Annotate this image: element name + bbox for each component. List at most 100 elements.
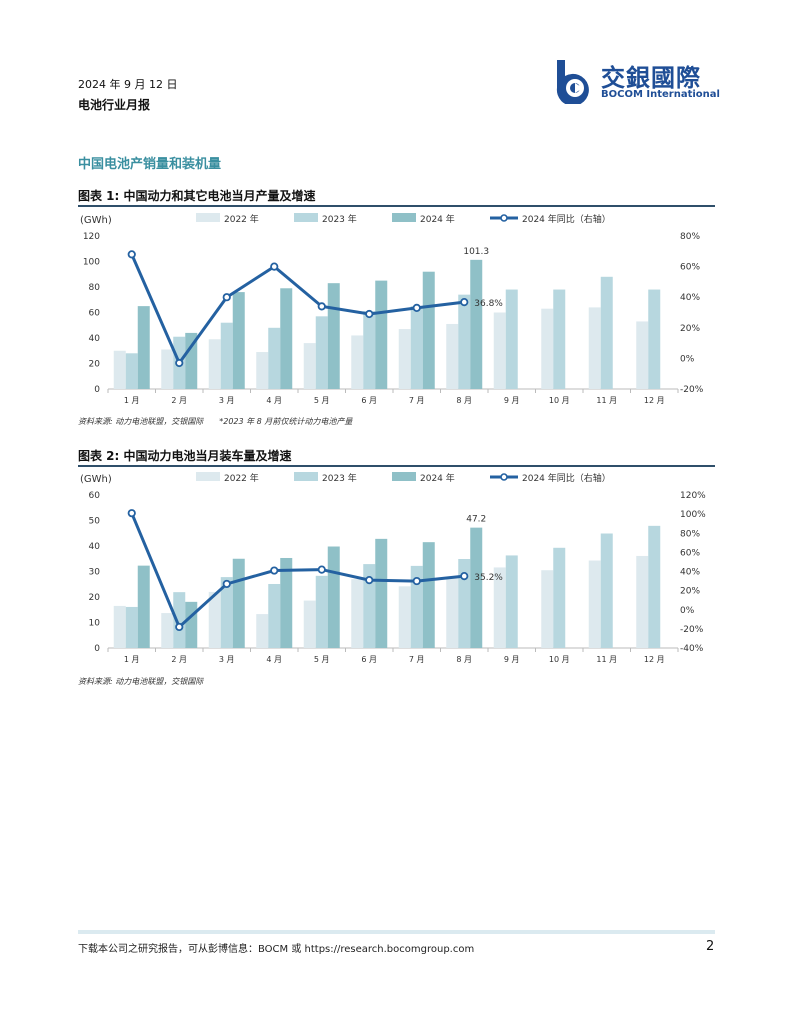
bar-2024 [280,557,293,648]
yoy-point [127,250,136,259]
x-tick-label: 4 月 [266,655,282,664]
yoy-point [365,309,374,319]
bar-2024 [375,538,388,648]
bar-2024 [137,306,150,389]
bar-2024 [327,283,340,389]
y2-tick-label: 60% [680,263,700,273]
yoy-point [412,576,421,586]
bar-2024 [232,558,245,648]
legend-swatch-bar [392,213,416,222]
bar-2023 [315,575,328,648]
x-tick-label: 9 月 [504,396,520,405]
x-tick-label: 2 月 [171,655,187,664]
bar-2023 [220,322,233,389]
y2-tick-label: 0% [680,354,695,364]
section-title: 中国电池产销量和装机量 [78,157,222,172]
yoy-point [175,622,184,632]
legend-swatch-marker [500,214,508,222]
yoy-line [130,253,465,366]
bar-2022 [113,605,126,648]
y-tick-label: 30 [89,568,101,578]
bar-2024 [375,280,388,389]
logo-chinese-name: 交銀國際 [601,64,701,92]
bar-2023 [268,327,281,389]
bar-2022 [256,352,269,389]
x-tick-label: 11 月 [596,396,617,405]
x-tick-label: 6 月 [361,655,377,664]
y-tick-label: 10 [89,619,101,629]
bar-2024 [470,259,483,389]
bar-2023 [458,559,471,648]
y-tick-label: 20 [89,593,101,603]
x-tick-label: 1 月 [124,655,140,664]
report-title: 电池行业月报 [78,98,151,112]
yoy-data-label: 36.8% [474,299,503,309]
legend-label: 2022 年 [224,213,259,225]
footer-text: 下载本公司之研究报告，可从彭博信息：BOCM 或 https://researc… [78,944,475,955]
logo-mark-icon [556,60,589,106]
yoy-point [270,262,279,271]
y-tick-label: 0 [94,644,100,654]
bar-2022 [588,560,601,648]
legend-swatch-bar [294,213,318,222]
y-tick-label: 100 [83,258,100,268]
bar-2023 [410,306,423,389]
bar-2022 [351,335,364,389]
footer-rule [78,930,715,934]
bar-2022 [588,307,601,389]
legend-swatch-bar [392,472,416,481]
yoy-point [175,358,184,368]
legend-swatch-bar [196,472,220,481]
bar-2023 [648,525,661,648]
bar-2022 [256,614,269,648]
bar-2022 [351,579,364,648]
y2-tick-label: 120% [680,491,706,501]
yoy-point [222,293,231,302]
x-tick-label: 12 月 [644,396,665,405]
bar-2023 [315,316,328,389]
legend-label: 2024 年 [420,213,455,225]
figure-2-rule [78,465,715,467]
x-tick-label: 8 月 [456,655,472,664]
y2-tick-label: 60% [680,548,700,558]
yoy-point [460,297,469,307]
bar-2022 [303,343,316,389]
figure-2-source: 资料来源: 动力电池联盟，交银国际 [78,677,204,686]
legend-swatch-bar [196,213,220,222]
y-tick-label: 40 [89,334,101,344]
yoy-point [460,571,469,581]
x-tick-label: 5 月 [314,655,330,664]
legend-label: 2023 年 [322,213,357,225]
legend-swatch-bar [294,472,318,481]
figure-1-rule [78,205,715,207]
bar-2024 [327,546,340,648]
y2-tick-label: 100% [680,510,706,520]
y-tick-label: 60 [89,309,101,319]
bar-2022 [303,600,316,648]
y2-tick-label: -20% [680,625,704,635]
bar-2024 [470,527,483,648]
bar-2022 [113,350,126,389]
x-tick-label: 8 月 [456,396,472,405]
x-tick-label: 10 月 [549,396,570,405]
bar-2022 [493,567,506,648]
bar-2023 [363,564,376,648]
bar-2022 [161,613,174,648]
y2-tick-label: 20% [680,324,700,334]
figure-2-title: 图表 2: 中国动力电池当月装车量及增速 [78,449,292,463]
yoy-point [222,579,231,589]
bar-2022 [446,576,459,648]
y-axis-unit: (GWh) [80,474,112,485]
yoy-data-label: 35.2% [474,573,503,583]
y2-tick-label: 0% [680,606,695,616]
x-tick-label: 10 月 [549,655,570,664]
x-tick-label: 7 月 [409,655,425,664]
y-tick-label: 80 [89,283,101,293]
bar-2024 [422,542,435,648]
bar-2022 [161,349,174,389]
yoy-point [317,302,326,311]
x-tick-label: 7 月 [409,396,425,405]
chart-1-production: 0 20 40 60 80 100 120 -20% 0% 20% 40% 60% 80% (GWh) 1 … [80,213,704,405]
yoy-point [365,576,374,585]
bar-2023 [268,583,281,648]
